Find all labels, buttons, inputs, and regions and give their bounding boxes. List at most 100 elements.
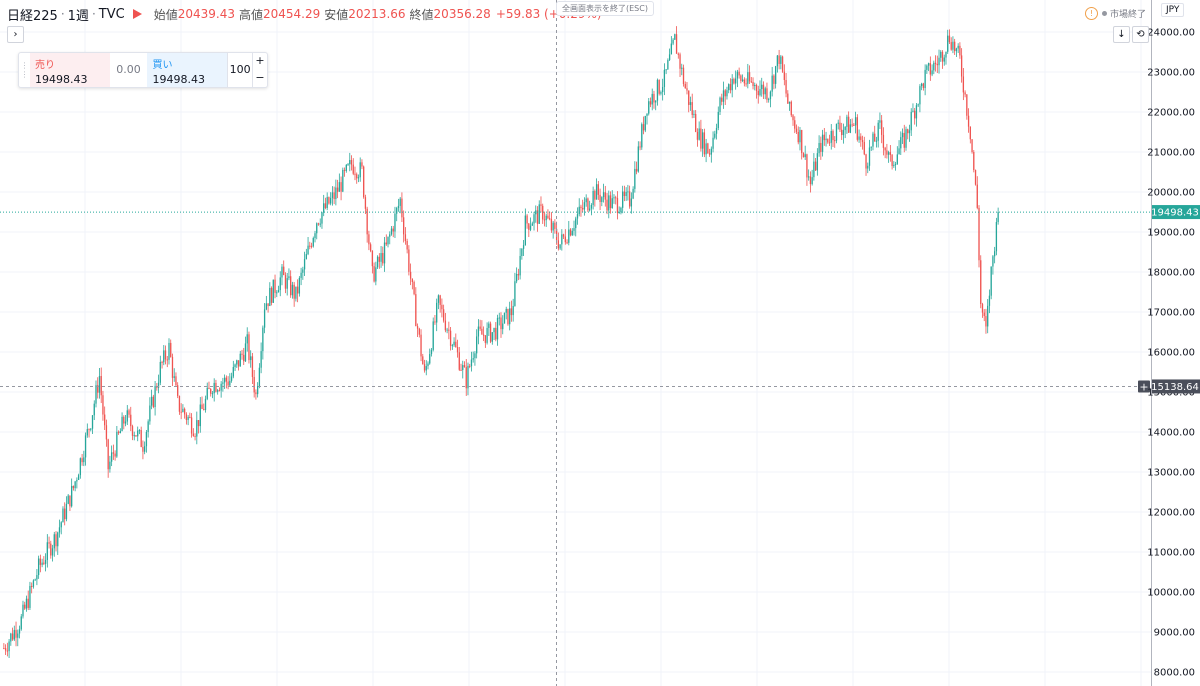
refresh-icon[interactable]: ⟲ [1132,26,1149,43]
candle-body [267,303,269,307]
candle-body [832,131,834,141]
candle-body [232,366,234,377]
download-icon[interactable]: ↓ [1113,26,1130,43]
candle-body [229,380,231,386]
candle-body [109,461,111,470]
candle-body [919,86,921,105]
candle-body [634,168,636,189]
candle-body [95,385,97,404]
candle-body [898,148,900,155]
candle-body [707,143,709,154]
candle-body [274,279,276,293]
candle-body [927,63,930,66]
candle-body [131,426,134,436]
candle-body [954,41,956,52]
candle-body [967,115,970,127]
candle-body [755,84,758,91]
symbol-name[interactable]: 日経225 [7,8,58,24]
candle-body [357,177,360,179]
candle-body [104,414,106,426]
candle-body [655,100,657,103]
candle-body [792,115,794,121]
candle-body [734,78,737,84]
flag-icon[interactable] [132,9,142,19]
candle-body [615,197,617,199]
market-status[interactable]: ! 市場終了 [1085,7,1146,20]
decrease-button[interactable]: − [255,71,265,84]
trade-panel: ⋮ ⋮ 売り 19498.43 0.00 買い 19498.43 100 + − [18,52,268,88]
candle-body [816,153,819,171]
spread-value: 0.00 [116,63,141,76]
candle-body [552,222,554,231]
currency-badge[interactable]: JPY [1161,3,1185,17]
crosshair-price-badge [1152,379,1200,394]
candle-body [116,431,118,457]
candle-body [846,116,848,127]
candle-body [729,84,732,91]
candle-body [934,62,937,64]
candle-body [446,329,448,331]
candle-body [128,410,130,415]
candle-body [663,69,666,88]
candle-body [562,234,565,237]
interval-label[interactable]: 1週 [67,8,89,24]
candle-body [717,111,719,129]
candle-body [144,446,146,452]
buy-button[interactable]: 買い 19498.43 [147,53,228,87]
candle-body [408,249,410,272]
candle-body [237,360,240,367]
candle-body [535,210,537,215]
candle-body [223,377,226,383]
candle-body [253,376,255,393]
candle-body [823,134,825,141]
increase-button[interactable]: + [255,54,265,67]
candle-body [887,152,890,155]
candle-body [844,126,846,131]
candle-body [740,75,742,81]
y-tick-label: 24000.00 [1147,28,1195,39]
candle-body [310,245,313,247]
candle-body [182,408,184,412]
candle-body [13,629,15,640]
sell-button[interactable]: 売り 19498.43 [29,53,110,87]
exit-fullscreen-hint[interactable]: 全画面表示を終了(ESC) [556,1,654,16]
candle-body [296,286,299,294]
candle-body [529,225,532,230]
candle-body [993,251,996,257]
candle-body [768,99,770,101]
candle-body [658,79,660,94]
candle-body [983,312,985,317]
candle-body [891,154,893,166]
candle-body [795,128,798,132]
expand-chevron-icon[interactable]: › [7,26,24,43]
candle-body [406,241,408,250]
candle-body [561,234,563,245]
candle-body [474,353,476,359]
candle-body [462,365,464,371]
candle-body [818,142,820,154]
candle-body [415,294,417,327]
candle-body [762,84,765,95]
candle-body [575,218,577,229]
candle-body [57,532,59,547]
candle-body [91,415,94,429]
candle-body [988,295,991,306]
candle-body [609,195,612,209]
candle-body [121,416,123,432]
candle-body [987,305,989,327]
candle-body [679,54,681,69]
candle-body [215,382,217,392]
candle-body [884,147,886,151]
drag-handle-icon[interactable]: ⋮ ⋮ [20,61,29,79]
candle-body [488,323,490,328]
candle-body [142,446,144,452]
candle-body [681,67,683,69]
candle-body [112,452,115,454]
quantity-input[interactable]: 100 [227,53,252,87]
candle-body [569,229,572,236]
candle-body [6,650,9,652]
candle-body [684,84,686,89]
candle-body [668,54,671,61]
y-tick-label: 20000.00 [1147,188,1195,199]
